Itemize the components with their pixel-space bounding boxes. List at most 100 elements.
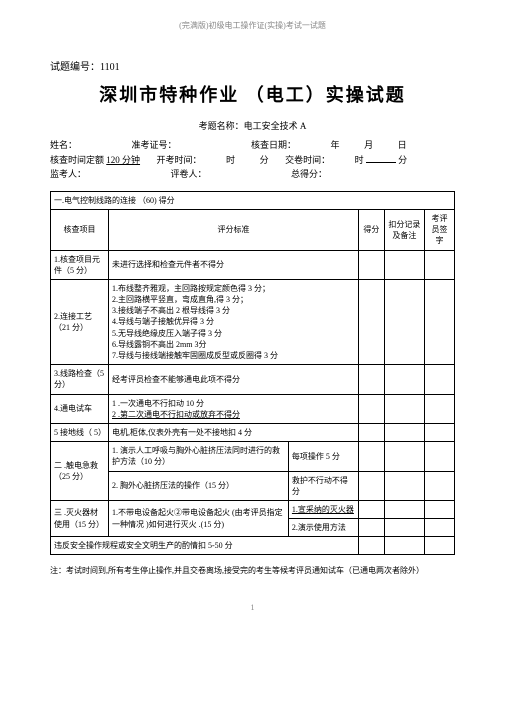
r6a-score: [358, 442, 384, 471]
r7b-sign: [424, 519, 454, 537]
r3-crit: 经考评员检查不能够通电此项不得分: [109, 365, 359, 394]
th-score: 得分: [358, 209, 384, 250]
row-7a: 三 .灭火器材使用（15 分） 1.不带电设备起火②带电设备起火 (由考评员指定…: [51, 500, 455, 518]
r6b-ded: [384, 471, 424, 500]
date-label: 核查日期：: [251, 140, 296, 150]
row-1: 1.核查项目元件（5 分） 未进行选择和检查元件者不得分: [51, 250, 455, 279]
row-3: 3.线路检查（5 分） 经考评员检查不能够通电此项不得分: [51, 365, 455, 394]
r2-sign: [424, 279, 454, 364]
r2-ded: [384, 279, 424, 364]
r2-score: [358, 279, 384, 364]
r4-score: [358, 394, 384, 423]
year-label: 年: [331, 140, 340, 150]
subject-label: 考题名称：: [199, 121, 244, 131]
section1-row: 一.电气控制线路的连接 （60) 得分: [51, 191, 455, 209]
r3-sign: [424, 365, 454, 394]
r2-l2: 3.接线端子不高出 2 根导线得 3 分: [112, 305, 355, 316]
min1: 分: [260, 155, 269, 165]
r5-score: [358, 423, 384, 441]
month-label: 月: [364, 140, 373, 150]
meta-line-2: 核查时间定额 120 分钟 开考时间： 时 分 交卷时间： 时 分: [50, 154, 455, 167]
th-item: 核查项目: [51, 209, 109, 250]
meta-line-1: 姓名： 准考证号： 核查日期： 年 月 日: [50, 139, 455, 152]
cert-label: 准考证号：: [132, 140, 177, 150]
row-5: 5 接地线（ 5） 电机,柜体,仪表外壳有一处不接地扣 4 分: [51, 423, 455, 441]
r1-ded: [384, 250, 424, 279]
doc-header: (完满版)初级电工操作证(实操)考试一试题: [50, 20, 455, 31]
row-2: 2.连接工艺（21 分） 1.布线整齐雅观，主回路按规定颜色得 3 分； 2.主…: [51, 279, 455, 364]
r4-sign: [424, 394, 454, 423]
invig-label: 监考人：: [50, 169, 86, 179]
th-crit: 评分标准: [109, 209, 359, 250]
r5-ded: [384, 423, 424, 441]
r2-l0: 1.布线整齐雅观，主回路按规定颜色得 3 分；: [112, 283, 355, 294]
r4-item: 4.通电试车: [51, 394, 109, 423]
r1-score: [358, 250, 384, 279]
violation-cell: 违反安全操作规程或安全文明生产的酌情扣 5-50 分: [51, 537, 359, 555]
r3-item: 3.线路检查（5 分）: [51, 365, 109, 394]
min2: 分: [398, 155, 407, 165]
r1-sign: [424, 250, 454, 279]
row-4: 4.通电试车 1 .一次通电不行扣动 10 分 2 .第二次通电不行扣动或放弃不…: [51, 394, 455, 423]
row-6a: 二 .触电急救（25 分） 1. 演示人工呼吸与胸外心脏挤压法同时进行的救护方法…: [51, 442, 455, 471]
r5-crit: 电机,柜体,仪表外壳有一处不接地扣 4 分: [109, 423, 359, 441]
r6-b: 2. 胸外心脏挤压法的操作（15 分）: [109, 471, 289, 500]
row-violation: 违反安全操作规程或安全文明生产的酌情扣 5-50 分: [51, 537, 455, 555]
exam-table: 一.电气控制线路的连接 （60) 得分 核查项目 评分标准 得分 扣分记录及备注…: [50, 191, 455, 556]
r2-l6: 7.导线与接线端接触牢固圈成反型或反圈得 3 分: [112, 350, 355, 361]
main-title: 深圳市特种作业 （电工）实操试题: [50, 83, 455, 108]
r4-ded: [384, 394, 424, 423]
v-sign: [424, 537, 454, 555]
r1-crit: 未进行选择和检查元件者不得分: [109, 250, 359, 279]
hour1: 时: [226, 155, 235, 165]
meta-line-3: 监考人： 评卷人： 总得分：: [50, 168, 455, 181]
r6-a-score: 每项操作 5 分: [288, 442, 358, 471]
r6b-score: [358, 471, 384, 500]
r7-right1: 1.宣采纳的灭火器: [288, 500, 358, 518]
serial-value: 1101: [100, 62, 120, 73]
r6a-ded: [384, 442, 424, 471]
r2-l5: 6.导线露铜不高出 2mm 3分: [112, 339, 355, 350]
r2-l1: 2.主回路横平竖直，弯成直角,得 3 分；: [112, 294, 355, 305]
r7-left: 1.不带电设备起火②带电设备起火 (由考评员指定一种情况 )如何进行灭火 .(1…: [109, 500, 289, 536]
serial-line: 试题编号：1101: [50, 61, 455, 75]
subject-value: 电工安全技术 A: [244, 121, 307, 131]
subject-line: 考题名称：电工安全技术 A: [50, 120, 455, 133]
r2-l3: 4.导线与端子接触优异得 3 分: [112, 316, 355, 327]
r7a-score: [358, 500, 384, 518]
page-number: 1: [50, 602, 455, 613]
r3-score: [358, 365, 384, 394]
r3-ded: [384, 365, 424, 394]
r2-item: 2.连接工艺（21 分）: [51, 279, 109, 364]
th-sign: 考评员签字: [424, 209, 454, 250]
start-label: 开考时间：: [157, 155, 202, 165]
header-row: 核查项目 评分标准 得分 扣分记录及备注 考评员签字: [51, 209, 455, 250]
serial-label: 试题编号：: [50, 62, 100, 73]
r4-c1: 1 .一次通电不行扣动 10 分: [112, 398, 355, 409]
v-ded: [384, 537, 424, 555]
r6b-sign: [424, 471, 454, 500]
v-score: [358, 537, 384, 555]
footer-note: 注：考试时间到,所有考生停止操作,并且交卷离场,接受完的考生等候考评员通知试车（…: [50, 565, 455, 576]
r2-crit: 1.布线整齐雅观，主回路按规定颜色得 3 分； 2.主回路横平竖直，弯成直角,得…: [109, 279, 359, 364]
r6-b-score: 救护不行动不得分: [288, 471, 358, 500]
limit-label: 核查时间定额: [50, 155, 104, 165]
r7b-score: [358, 519, 384, 537]
r2-l4: 5.无导线绝缘皮压入端子得 3 分: [112, 328, 355, 339]
r6-item: 二 .触电急救（25 分）: [51, 442, 109, 501]
end-label: 交卷时间：: [285, 155, 330, 165]
th-ded: 扣分记录及备注: [384, 209, 424, 250]
name-label: 姓名：: [50, 140, 77, 150]
r6-a: 1. 演示人工呼吸与胸外心脏挤压法同时进行的救护方法（10 分）: [109, 442, 289, 471]
hour2: 时: [355, 155, 364, 165]
r7a-ded: [384, 500, 424, 518]
r5-sign: [424, 423, 454, 441]
r7b-ded: [384, 519, 424, 537]
r7-item: 三 .灭火器材使用（15 分）: [51, 500, 109, 536]
grader-label: 评卷人：: [171, 169, 207, 179]
day-label: 日: [398, 140, 407, 150]
r4-c2: 2 .第二次通电不行扣动或放弃不得分: [112, 409, 355, 420]
total-label: 总得分：: [291, 169, 327, 179]
section1-cell: 一.电气控制线路的连接 （60) 得分: [51, 191, 455, 209]
r7a-sign: [424, 500, 454, 518]
